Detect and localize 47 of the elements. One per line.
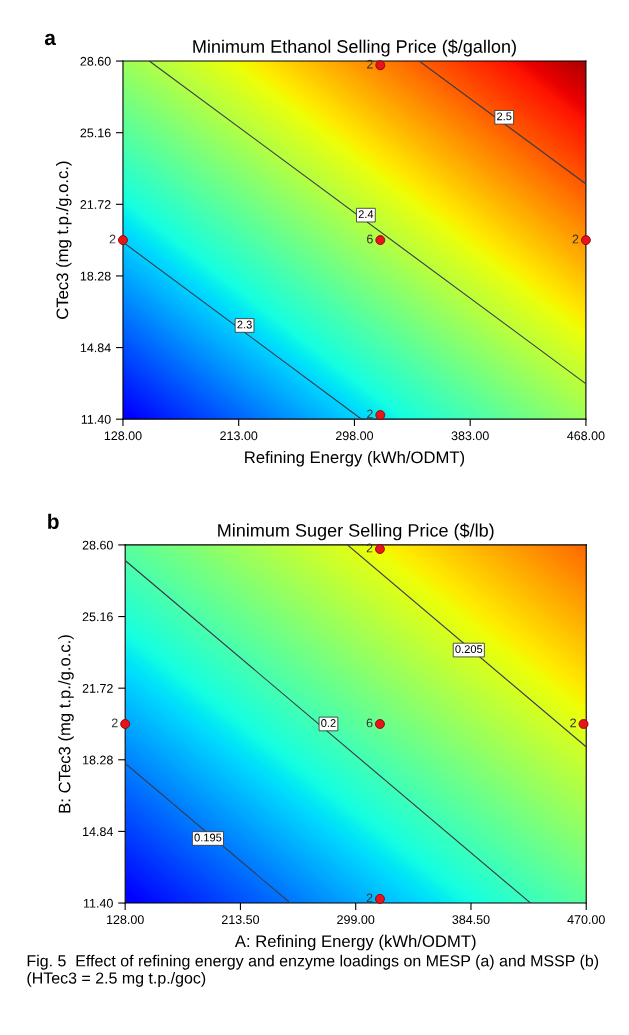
y-axis-title: B: CTec3 (mg t.p./g.o.c.): [58, 635, 74, 813]
chart-title: Minimum Suger Selling Price ($/lb): [218, 523, 494, 541]
annotation: 2.4: [358, 210, 374, 219]
y-tick-label: 18.28: [83, 755, 113, 765]
y-tick-label: 25.16: [82, 612, 113, 622]
annotation: 2: [367, 409, 373, 419]
x-axis-title: A: Refining Energy (kWh/ODMT): [234, 934, 476, 951]
y-tick-label: 28.60: [80, 56, 111, 66]
annotation: 6: [366, 718, 373, 728]
text: b: [48, 513, 59, 530]
x-tick-label: 128.00: [104, 431, 142, 441]
x-tick-label: 299.00: [337, 915, 375, 925]
y-tick-label: 14.84: [83, 827, 113, 837]
y-tick-label: 21.72: [82, 683, 113, 693]
annotation: 2: [111, 718, 118, 728]
annotation: 2: [366, 543, 373, 553]
x-tick-label: 298.00: [335, 431, 374, 441]
x-tick-label: 470.00: [567, 915, 605, 925]
x-tick-label: 128.00: [107, 915, 144, 925]
x-tick-label: 384.50: [452, 915, 490, 925]
y-tick-label: 11.40: [83, 898, 113, 908]
annotation: 2: [572, 234, 579, 244]
x-tick-label: 213.50: [221, 915, 260, 925]
annotation: 0.205: [455, 645, 483, 654]
y-tick-label: 25.16: [80, 128, 111, 138]
caption: Fig. 5 Effect of refining energy and enzyme loadings on MESP (a) and MSSP (b) (HTec3 = 2.5 mg t.p./goc): [27, 954, 599, 987]
y-tick-label: 11.40: [81, 414, 111, 424]
x-tick-label: 468.00: [567, 431, 605, 441]
annotation: 2.5: [497, 112, 512, 121]
annotation: 2.3: [237, 320, 252, 329]
y-tick-label: 21.72: [80, 200, 111, 209]
annotation: 6: [367, 234, 373, 244]
annotation: 0.195: [194, 833, 222, 842]
y-tick-label: 14.84: [80, 343, 111, 353]
y-tick-label: 18.28: [80, 271, 111, 281]
x-tick-label: 383.00: [451, 431, 489, 441]
annotation: 2: [570, 718, 576, 728]
annotation: 2: [109, 234, 116, 244]
annotation: 2: [367, 59, 373, 69]
annotation: 0.2: [321, 719, 336, 727]
text: a: [44, 33, 56, 46]
y-tick-label: 28.60: [82, 540, 113, 550]
annotation: 2: [366, 893, 373, 903]
x-tick-label: 213.00: [220, 431, 258, 441]
x-axis-title: Refining Energy (kWh/ODMT): [245, 450, 465, 467]
y-axis-title: CTec3 (mg t.p./g.o.c.): [56, 161, 72, 319]
chart-title: Minimum Ethanol Selling Price ($/gallon): [193, 39, 516, 57]
